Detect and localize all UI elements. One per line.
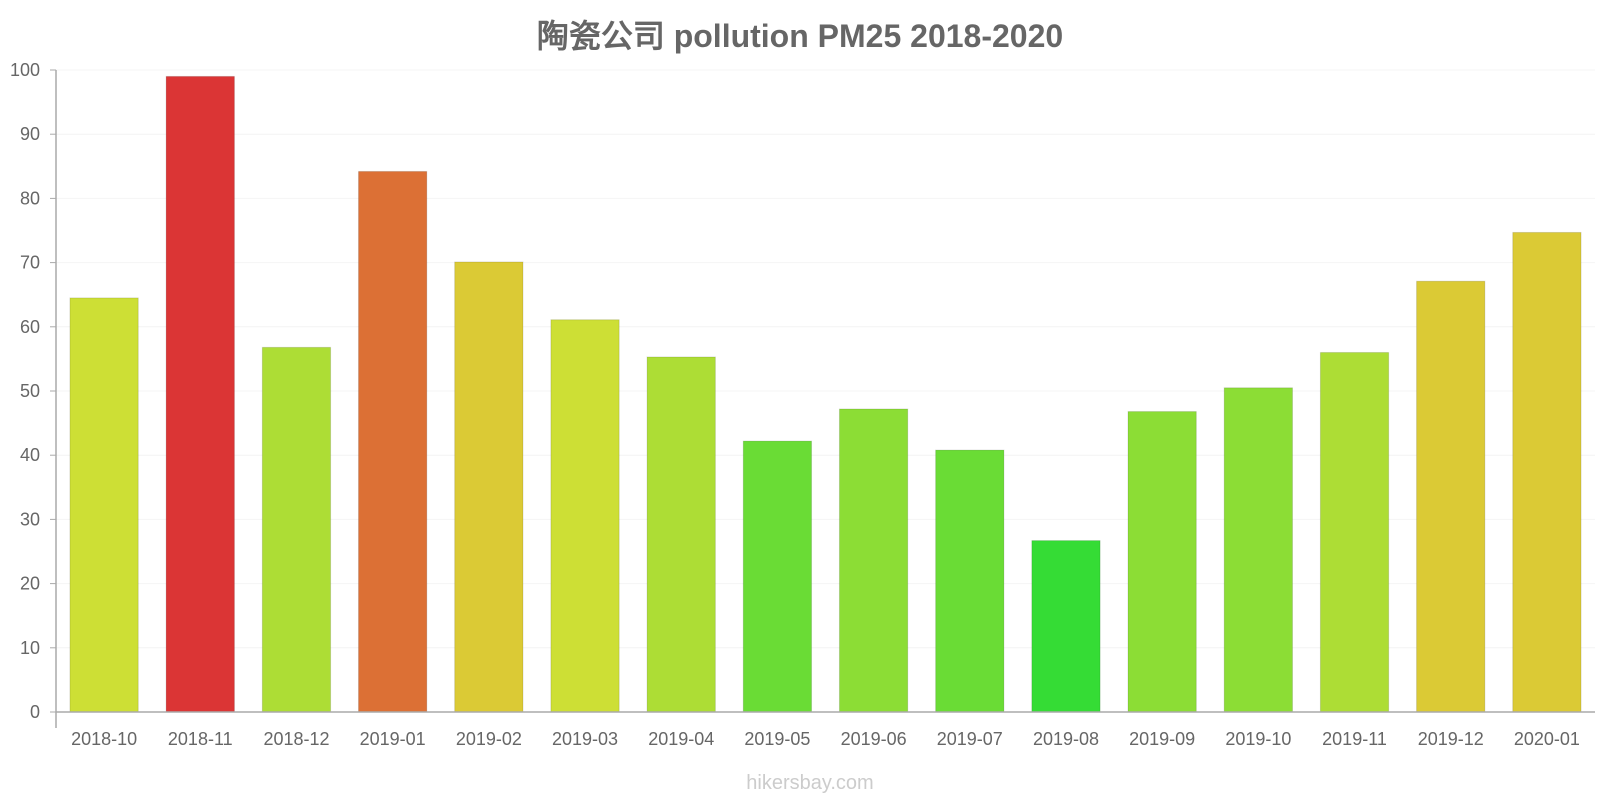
bar-2019-06[interactable] <box>838 408 909 713</box>
bar-2018-11[interactable] <box>165 75 235 713</box>
x-tick-label: 2018-10 <box>71 729 137 749</box>
x-tick-label: 2019-01 <box>360 729 426 749</box>
bar-2019-05[interactable] <box>742 440 813 713</box>
bar-2019-07[interactable] <box>935 449 1005 713</box>
x-tick-label: 2019-06 <box>841 729 907 749</box>
x-tick-label: 2019-10 <box>1225 729 1291 749</box>
y-tick-label: 100 <box>10 60 40 80</box>
bars-group <box>69 75 1582 713</box>
x-tick-label: 2019-09 <box>1129 729 1195 749</box>
x-tick-label: 2019-11 <box>1322 729 1387 749</box>
y-tick-label: 70 <box>20 253 40 273</box>
bar-2019-10[interactable] <box>1223 387 1293 713</box>
y-tick-label: 0 <box>30 702 40 722</box>
x-tick-label: 2019-07 <box>937 729 1003 749</box>
chart-title: 陶瓷公司 pollution PM25 2018-2020 <box>537 18 1063 54</box>
y-tick-labels: 0 10 20 30 40 50 60 70 80 90 100 <box>10 60 56 722</box>
bar-2019-01[interactable] <box>358 170 428 713</box>
bar-2019-04[interactable] <box>646 356 716 713</box>
x-tick-label: 2018-12 <box>263 729 329 749</box>
y-tick-label: 90 <box>20 124 40 144</box>
x-tick-label: 2020-01 <box>1514 729 1580 749</box>
axes <box>55 70 1595 728</box>
bar-2019-09[interactable] <box>1127 411 1197 713</box>
y-tick-label: 20 <box>20 574 40 594</box>
x-tick-label: 2019-05 <box>744 729 810 749</box>
x-tick-label: 2018-11 <box>168 729 233 749</box>
y-tick-label: 60 <box>20 317 40 337</box>
bar-2020-01[interactable] <box>1512 231 1582 713</box>
bar-2019-03[interactable] <box>550 319 620 713</box>
x-tick-label: 2019-03 <box>552 729 618 749</box>
bar-2018-12[interactable] <box>261 346 332 713</box>
bar-2019-08[interactable] <box>1031 540 1101 713</box>
x-tick-label: 2019-04 <box>648 729 714 749</box>
bar-2019-02[interactable] <box>454 261 524 713</box>
x-tick-label: 2019-02 <box>456 729 522 749</box>
y-tick-label: 80 <box>20 188 40 208</box>
x-tick-label: 2019-12 <box>1418 729 1484 749</box>
y-tick-label: 50 <box>20 381 40 401</box>
y-tick-label: 10 <box>20 638 40 658</box>
y-tick-label: 30 <box>20 509 40 529</box>
x-tick-labels: 2018-10 2018-11 2018-12 2019-01 2019-02 2019-… <box>71 729 1580 749</box>
x-tick-label: 2019-08 <box>1033 729 1099 749</box>
y-tick-label: 40 <box>20 445 40 465</box>
bar-2019-12[interactable] <box>1416 280 1486 713</box>
credit-text: hikersbay.com <box>746 772 873 794</box>
bar-2018-10[interactable] <box>69 297 139 713</box>
bar-2019-11[interactable] <box>1319 351 1390 713</box>
